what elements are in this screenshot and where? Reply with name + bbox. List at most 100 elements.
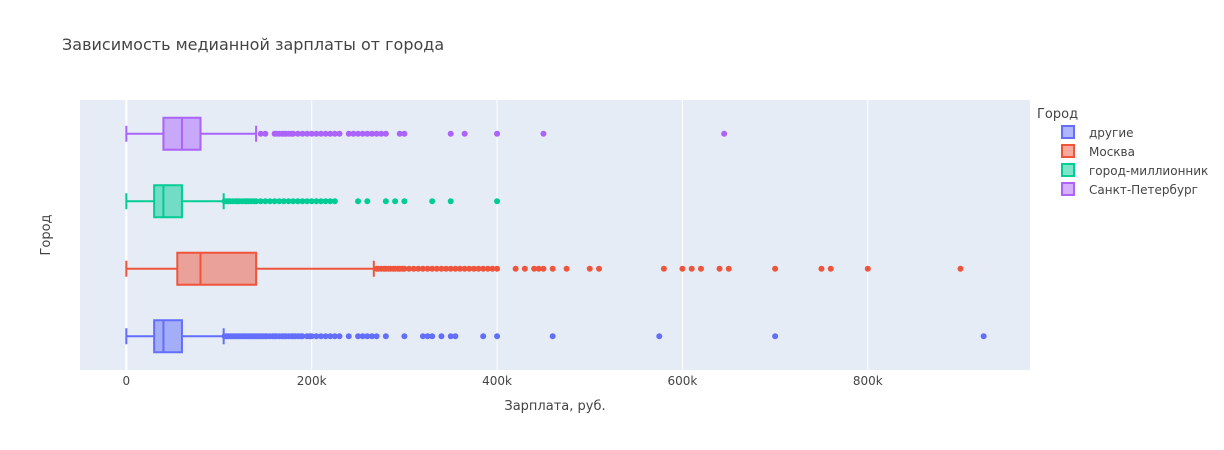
- outlier-point: [359, 130, 366, 137]
- outlier-point: [401, 333, 408, 340]
- outlier-point: [276, 198, 283, 205]
- outlier-point: [336, 130, 343, 137]
- outlier-point: [290, 130, 297, 137]
- outlier-point: [364, 333, 371, 340]
- outlier-point: [401, 130, 408, 137]
- outlier-point: [725, 265, 732, 272]
- outlier-point: [368, 333, 375, 340]
- outlier-point: [378, 130, 385, 137]
- outlier-point: [480, 333, 487, 340]
- outlier-point: [396, 130, 403, 137]
- outlier-point: [345, 130, 352, 137]
- outlier-point: [331, 130, 338, 137]
- legend-item[interactable]: другие: [1061, 125, 1134, 140]
- outlier-point: [336, 333, 343, 340]
- outlier-point: [317, 333, 324, 340]
- outlier-point: [401, 265, 408, 272]
- outlier-point: [596, 265, 603, 272]
- outlier-point: [494, 198, 501, 205]
- outlier-point: [322, 198, 329, 205]
- outlier-point: [253, 198, 260, 205]
- outlier-point: [697, 265, 704, 272]
- iqr-box: [176, 251, 258, 286]
- outlier-point: [364, 130, 371, 137]
- outlier-point: [364, 198, 371, 205]
- outlier-point: [294, 130, 301, 137]
- outlier-point: [484, 265, 491, 272]
- outlier-point: [304, 198, 311, 205]
- outlier-point: [415, 265, 422, 272]
- outlier-point: [656, 333, 663, 340]
- chart-title: Зависимость медианной зарплаты от города: [62, 35, 444, 54]
- outlier-point: [461, 265, 468, 272]
- outlier-point: [350, 130, 357, 137]
- outlier-point: [586, 265, 593, 272]
- outlier-point: [401, 198, 408, 205]
- outlier-point: [429, 333, 436, 340]
- outlier-point: [521, 265, 528, 272]
- outlier-point: [368, 130, 375, 137]
- outlier-point: [512, 265, 519, 272]
- y-axis-title: Город: [39, 214, 54, 255]
- legend-swatch: [1061, 125, 1075, 139]
- outlier-point: [424, 333, 431, 340]
- box-trace[interactable]: [125, 251, 964, 286]
- outlier-point: [447, 198, 454, 205]
- outlier-point: [355, 198, 362, 205]
- outlier-point: [419, 333, 426, 340]
- outlier-point: [447, 130, 454, 137]
- outlier-point: [563, 265, 570, 272]
- legend-item[interactable]: Москва: [1061, 144, 1135, 159]
- outlier-point: [827, 265, 834, 272]
- outlier-point: [660, 265, 667, 272]
- outlier-point: [470, 265, 477, 272]
- iqr-box: [153, 319, 183, 354]
- x-axis-title: Зарплата, руб.: [504, 399, 605, 414]
- outlier-point: [772, 333, 779, 340]
- outlier-point: [313, 198, 320, 205]
- legend[interactable]: Город другие Москва город-миллионник Санкт-…: [1037, 107, 1208, 197]
- outlier-point: [290, 198, 297, 205]
- outlier-point: [322, 333, 329, 340]
- outlier-point: [345, 333, 352, 340]
- legend-swatch: [1061, 144, 1075, 158]
- legend-swatch: [1061, 163, 1075, 177]
- outlier-point: [772, 265, 779, 272]
- outlier-point: [494, 333, 501, 340]
- legend-item[interactable]: Санкт-Петербург: [1061, 182, 1198, 197]
- outlier-point: [308, 130, 315, 137]
- outlier-point: [331, 198, 338, 205]
- box-trace[interactable]: [125, 184, 501, 219]
- outlier-point: [382, 198, 389, 205]
- outlier-point: [721, 130, 728, 137]
- outlier-point: [424, 265, 431, 272]
- legend-label: Санкт-Петербург: [1089, 183, 1198, 197]
- outlier-point: [531, 265, 538, 272]
- outlier-point: [549, 333, 556, 340]
- outlier-point: [406, 265, 413, 272]
- x-tick-label: 400k: [482, 374, 512, 388]
- outlier-point: [489, 265, 496, 272]
- outlier-point: [438, 265, 445, 272]
- box-trace[interactable]: [125, 319, 987, 354]
- outlier-point: [317, 198, 324, 205]
- x-tick-label: 600k: [668, 374, 698, 388]
- outlier-point: [262, 198, 269, 205]
- outlier-point: [313, 333, 320, 340]
- outlier-point: [494, 265, 501, 272]
- outlier-point: [373, 333, 380, 340]
- legend-item[interactable]: город-миллионник: [1061, 163, 1208, 178]
- box-trace[interactable]: [125, 116, 728, 151]
- outlier-point: [317, 130, 324, 137]
- outlier-point: [308, 198, 315, 205]
- outlier-point: [438, 333, 445, 340]
- outlier-point: [980, 333, 987, 340]
- outlier-point: [419, 265, 426, 272]
- outlier-point: [957, 265, 964, 272]
- outlier-point: [299, 130, 306, 137]
- outlier-point: [447, 333, 454, 340]
- outlier-point: [327, 333, 334, 340]
- outlier-point: [299, 198, 306, 205]
- outlier-point: [540, 130, 547, 137]
- outlier-point: [494, 130, 501, 137]
